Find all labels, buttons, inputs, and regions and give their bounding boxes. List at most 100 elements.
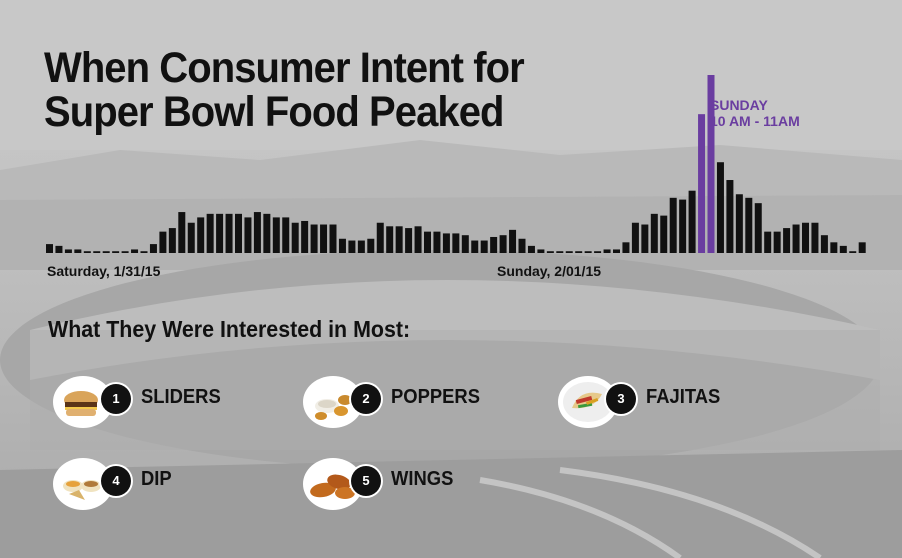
bar-44 (461, 235, 469, 253)
bar-32 (348, 240, 356, 253)
bar-72 (726, 180, 734, 253)
bar-82 (820, 235, 828, 253)
bar-78 (783, 228, 791, 253)
bar-80 (802, 222, 809, 253)
bar-17 (206, 213, 214, 253)
bar-64 (650, 213, 658, 253)
slider-icon (55, 378, 111, 426)
bar-20 (235, 213, 242, 253)
bar-58 (594, 251, 602, 253)
bar-54 (556, 251, 564, 253)
bar-48 (499, 235, 507, 253)
bar-65 (660, 215, 668, 253)
bar-42 (442, 233, 450, 253)
bar-3 (74, 249, 82, 253)
intent-bar-chart: Saturday, 1/31/15 Sunday, 2/01/15 SUNDAY… (46, 75, 866, 279)
bar-18 (216, 213, 224, 253)
peak-annotation-line-1: SUNDAY (710, 97, 768, 113)
bars-group (46, 75, 866, 253)
fajita-icon (560, 378, 616, 426)
bar-75 (754, 203, 762, 253)
rank-badge: 4 (101, 466, 131, 496)
bar-53 (546, 251, 554, 253)
bar-14 (178, 212, 186, 253)
bar-83 (830, 242, 838, 253)
bar-8 (121, 251, 129, 253)
bar-84 (839, 245, 847, 253)
bar-52 (537, 249, 545, 253)
bar-19 (225, 213, 233, 253)
bar-11 (149, 244, 157, 253)
bar-12 (159, 231, 167, 253)
bar-37 (395, 226, 403, 253)
bar-0 (46, 244, 53, 253)
rank-badge: 5 (351, 466, 381, 496)
bar-67 (679, 199, 687, 253)
bar-55 (565, 251, 573, 253)
bar-peak-69 (698, 114, 706, 253)
bar-81 (811, 222, 819, 253)
bar-79 (792, 224, 800, 253)
bar-46 (480, 240, 488, 253)
bar-61 (622, 242, 630, 253)
bar-50 (518, 238, 526, 253)
bar-76 (764, 231, 772, 253)
title-line-2: Super Bowl Food Peaked (44, 88, 504, 136)
bar-51 (527, 245, 535, 253)
bar-86 (858, 242, 866, 253)
bar-41 (433, 231, 441, 253)
bar-35 (376, 222, 384, 253)
bar-29 (320, 224, 328, 253)
food-name: DIP (141, 468, 172, 490)
bar-74 (745, 197, 753, 253)
bar-31 (338, 238, 346, 253)
page-title: When Consumer Intent for Super Bowl Food… (44, 44, 525, 136)
bar-62 (631, 222, 639, 253)
bar-23 (263, 213, 271, 253)
section-subtitle: What They Were Interested in Most: (48, 316, 411, 342)
bar-43 (452, 233, 460, 253)
rank-badge: 2 (351, 384, 381, 414)
bar-59 (603, 249, 611, 253)
bar-77 (773, 231, 781, 253)
bar-15 (187, 222, 195, 253)
peak-annotation-line-2: 10 AM - 11AM (710, 113, 800, 129)
title-line-1: When Consumer Intent for (44, 44, 525, 92)
rank-badge: 3 (606, 384, 636, 414)
bar-49 (509, 229, 517, 253)
bar-39 (414, 226, 422, 253)
bar-4 (83, 251, 91, 253)
bar-28 (310, 224, 318, 253)
bar-10 (140, 251, 148, 253)
bar-63 (641, 224, 649, 253)
bar-21 (244, 217, 252, 253)
bar-22 (253, 212, 261, 253)
food-name: POPPERS (391, 386, 480, 408)
bar-66 (669, 197, 677, 253)
bar-24 (272, 217, 280, 253)
bar-9 (131, 249, 139, 253)
bar-16 (197, 217, 205, 253)
x-tick-label-saturday: Saturday, 1/31/15 (47, 263, 161, 279)
food-name: WINGS (391, 468, 454, 490)
bar-6 (102, 251, 110, 253)
bar-25 (282, 217, 290, 253)
bar-45 (471, 240, 479, 253)
bar-56 (575, 251, 583, 253)
bar-34 (367, 238, 375, 253)
bar-71 (716, 162, 724, 253)
bar-68 (688, 190, 696, 253)
bar-73 (735, 194, 743, 253)
bar-27 (301, 220, 309, 253)
bar-26 (291, 222, 299, 253)
food-name: SLIDERS (141, 386, 221, 408)
rank-badge: 1 (101, 384, 131, 414)
bar-40 (424, 231, 431, 253)
bar-57 (584, 251, 592, 253)
bar-5 (93, 251, 101, 253)
bar-13 (168, 228, 176, 253)
bar-30 (329, 224, 337, 253)
bar-47 (490, 236, 498, 253)
bar-60 (613, 249, 620, 253)
